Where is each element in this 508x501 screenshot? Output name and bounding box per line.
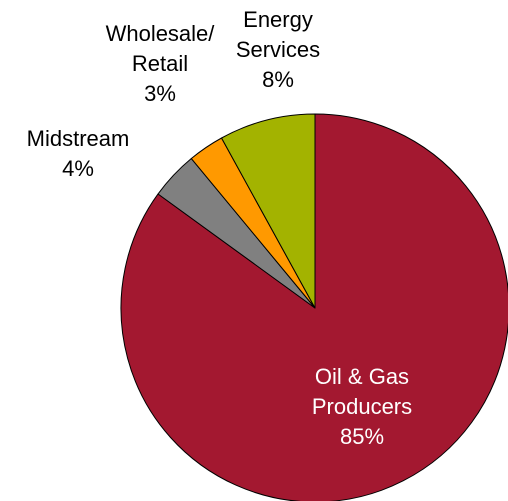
slice-label: Energy Services 8% <box>236 7 320 92</box>
slice-value-label: 8% <box>262 67 294 92</box>
slice-value-label: 4% <box>62 156 94 181</box>
slice-value-label: 3% <box>144 81 176 106</box>
slice-value-label: 85% <box>340 424 384 449</box>
slice-name-label: Wholesale/ <box>106 21 216 46</box>
slice-name-label: Midstream <box>27 126 130 151</box>
slice-name-label: Services <box>236 37 320 62</box>
pie-slice-energy-services <box>221 113 316 309</box>
slice-name-label: Retail <box>132 51 188 76</box>
pie-slices <box>120 113 508 501</box>
slice-label: Wholesale/Retail 3% <box>106 21 216 106</box>
slice-label: Oil & Gas Producers 85% <box>312 364 412 449</box>
slice-name-label: Oil & Gas <box>315 364 409 389</box>
pie-labels: Oil & Gas Producers 85% Midstream 4% Wholesal… <box>27 7 412 449</box>
slice-name-label: Producers <box>312 394 412 419</box>
slice-name-label: Energy <box>243 7 313 32</box>
slice-label: Midstream 4% <box>27 126 130 181</box>
pie-slice-oil-gas-producers <box>120 113 508 501</box>
